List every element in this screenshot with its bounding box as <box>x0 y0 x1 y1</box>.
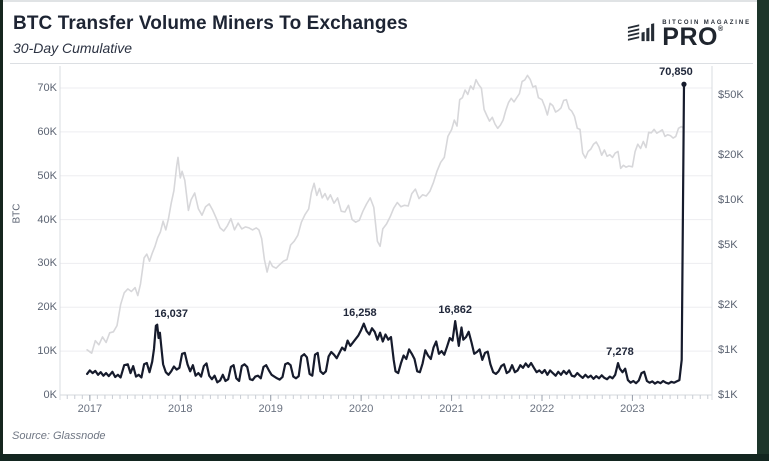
x-axis-tick: 2020 <box>348 403 374 415</box>
left-axis-tick: 10K <box>37 345 57 358</box>
right-axis-tick: $1K <box>718 343 738 356</box>
annotation-label: 16,258 <box>343 306 377 319</box>
brand-text: BITCOIN MAGAZINE PRO® <box>662 20 751 51</box>
left-axis-tick: 30K <box>37 257 57 270</box>
right-axis-tick: $5K <box>718 239 738 251</box>
annotation-label: 70,850 <box>659 66 693 79</box>
left-axis-tick: 60K <box>37 125 57 138</box>
left-axis-tick: 0K <box>43 389 57 401</box>
right-axis-tick: $20K <box>718 148 744 161</box>
left-axis-tick: 40K <box>37 213 57 226</box>
x-axis-tick: 2021 <box>439 403 464 415</box>
brand-pro-label: PRO® <box>662 23 724 51</box>
frame-edge-top <box>0 0 769 2</box>
annotation-label: 16,862 <box>438 304 472 317</box>
bitcoin-magazine-icon <box>628 23 655 42</box>
right-axis-tick: $50K <box>718 89 744 101</box>
left-axis-tick: 70K <box>37 82 57 94</box>
x-axis-tick: 2023 <box>620 403 645 415</box>
price-series-line <box>86 74 684 355</box>
left-axis-tick: 50K <box>37 169 57 182</box>
frame-edge-right <box>757 0 769 461</box>
x-axis-tick: 2022 <box>529 403 555 415</box>
left-axis-title: BTC <box>11 203 23 224</box>
x-axis-tick: 2017 <box>77 403 103 415</box>
source-caption: Source: Glassnode <box>12 430 106 442</box>
annotation-label: 16,037 <box>154 307 189 320</box>
x-axis-tick: 2018 <box>168 403 193 415</box>
right-axis-tick: $10K <box>718 193 744 206</box>
frame-edge-bottom <box>0 454 769 461</box>
right-axis-tick: $2K <box>718 298 738 311</box>
header-divider <box>10 63 753 64</box>
registered-mark: ® <box>717 26 724 33</box>
right-axis-tick: $1K <box>718 389 738 401</box>
page-subtitle: 30-Day Cumulative <box>13 40 133 56</box>
series-end-marker <box>681 81 687 87</box>
brand-magazine-label: BITCOIN MAGAZINE <box>662 20 751 26</box>
bitcoin-magazine-pro-logo: BITCOIN MAGAZINE PRO® <box>627 19 751 51</box>
x-axis-tick: 2019 <box>258 403 283 415</box>
annotation-label: 7,278 <box>606 346 634 359</box>
volume-series-line <box>85 83 686 385</box>
page-title: BTC Transfer Volume Miners To Exchanges <box>13 13 408 34</box>
left-axis-tick: 20K <box>37 301 57 314</box>
frame-edge-left <box>0 0 3 461</box>
